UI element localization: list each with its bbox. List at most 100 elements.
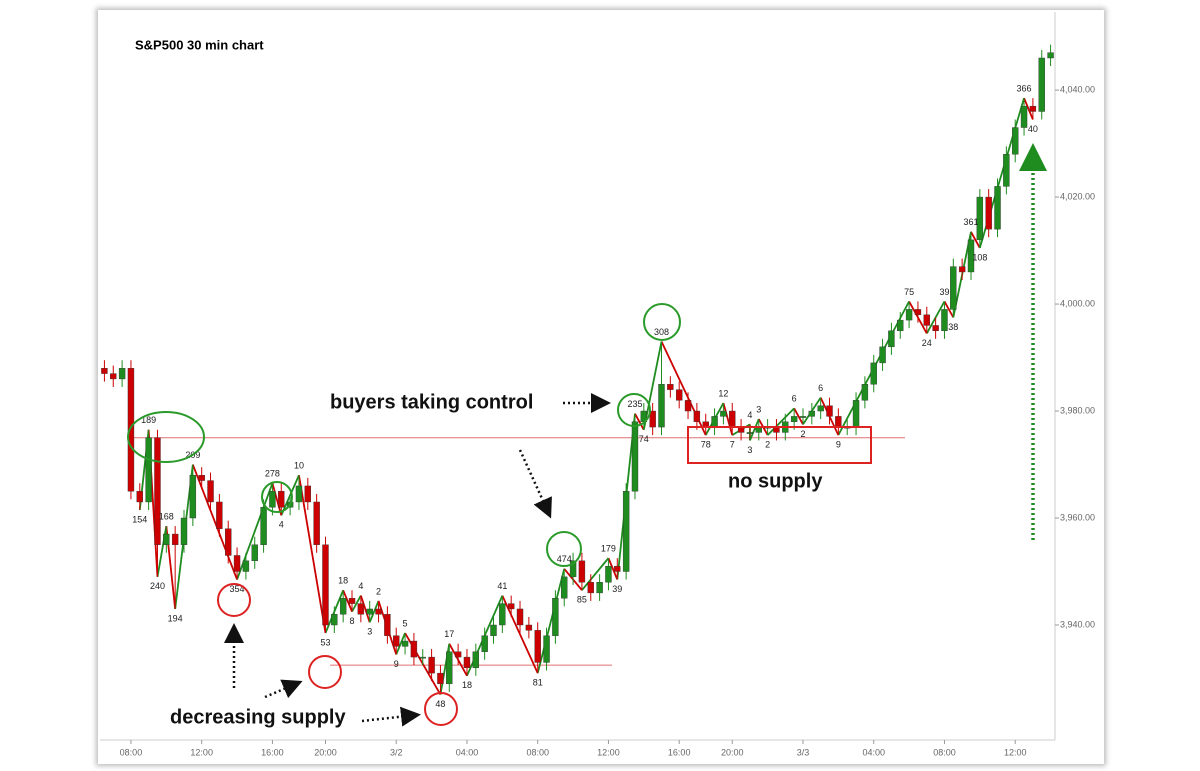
wave-volume-label: 240 <box>150 581 165 591</box>
candle-body <box>1029 105 1037 112</box>
x-tick-label: 20:00 <box>721 747 744 757</box>
candle-body <box>985 196 992 230</box>
candle-body <box>472 651 480 668</box>
wave-line <box>581 557 610 591</box>
wave-line <box>298 475 327 634</box>
candle-body <box>799 416 807 418</box>
candle-body <box>437 672 444 685</box>
wave-volume-label: 3 <box>756 404 761 414</box>
candle-body <box>313 501 320 545</box>
wave-volume-label: 361 <box>963 217 978 227</box>
candle-body <box>826 405 833 417</box>
candle-body <box>171 533 179 545</box>
candle-body <box>932 325 939 332</box>
candle-body <box>507 603 515 610</box>
wave-volume-label: 308 <box>654 327 669 337</box>
wave-line <box>351 595 362 613</box>
wave-volume-label: 81 <box>533 678 543 688</box>
chart-frame <box>98 10 1104 764</box>
candle-body <box>905 309 913 321</box>
candle-body <box>534 630 541 663</box>
wave-volume-label: 41 <box>497 581 507 591</box>
x-tick-label: 12:00 <box>190 747 213 757</box>
wave-volume-label: 74 <box>639 434 649 444</box>
candle-body <box>304 485 312 503</box>
candle-body <box>207 480 214 503</box>
candle-body <box>746 432 754 434</box>
candle-body <box>490 624 497 636</box>
wave-volume-label: 39 <box>939 287 949 297</box>
y-tick-label: 3,980.00 <box>1060 405 1095 415</box>
candle-body <box>339 598 347 615</box>
candle-body <box>154 437 161 545</box>
wave-line <box>634 413 645 431</box>
circle <box>217 583 251 617</box>
candle-body <box>622 491 630 572</box>
wave-line <box>192 464 238 580</box>
candle-body <box>136 491 143 503</box>
wave-volume-label: 4 <box>747 410 752 420</box>
candle-body <box>888 330 895 348</box>
candle-body <box>233 555 241 572</box>
candle-body <box>463 656 471 668</box>
candle-body <box>1047 52 1054 59</box>
x-tick-label: 12:00 <box>597 747 620 757</box>
candle-body <box>808 410 816 417</box>
x-tick-label: 04:00 <box>862 747 885 757</box>
candle-body <box>331 614 338 626</box>
candle-body <box>419 656 426 659</box>
candle-body <box>260 507 267 545</box>
candle-body <box>110 373 117 380</box>
candle-body <box>145 437 152 503</box>
wave-line <box>722 402 734 436</box>
candle-body <box>446 651 453 685</box>
circle <box>643 303 681 341</box>
candle-body <box>543 635 550 663</box>
y-tick-label: 4,040.00 <box>1060 84 1095 94</box>
candle-body <box>410 640 418 658</box>
candle-body <box>596 582 603 594</box>
wave-line <box>607 557 619 580</box>
wave-volume-label: 179 <box>601 544 616 554</box>
candle-body <box>994 186 1001 230</box>
arrow <box>518 449 552 519</box>
wave-volume-label: 2 <box>765 439 770 449</box>
candle-body <box>879 346 886 364</box>
wave-volume-label: 18 <box>462 680 472 690</box>
candle-body <box>348 598 356 604</box>
circle <box>546 531 582 567</box>
wave-line <box>970 231 981 249</box>
wave-volume-label: 2 <box>376 586 381 596</box>
wave-volume-label: 75 <box>904 287 914 297</box>
candle-body <box>711 416 718 428</box>
wave-line <box>368 600 380 623</box>
candle-body <box>667 384 674 390</box>
candle-body <box>675 389 683 401</box>
chart-title: S&P500 30 min chart <box>135 37 264 52</box>
candle-body <box>852 400 860 428</box>
wave-volume-label: 3 <box>367 627 372 637</box>
candle-body <box>729 410 736 428</box>
wave-line <box>766 407 795 436</box>
annotation: buyers taking control <box>330 391 533 413</box>
wave-line <box>342 589 353 612</box>
wave-volume-label: 168 <box>159 511 174 521</box>
candle-body <box>569 560 577 578</box>
candle-body <box>720 410 727 417</box>
x-tick-label: 3/2 <box>390 747 403 757</box>
x-tick-label: 3/3 <box>797 747 810 757</box>
circle <box>617 393 651 427</box>
candle-body <box>658 384 665 428</box>
annotation: no supply <box>728 470 823 492</box>
candle-body <box>401 640 409 647</box>
candle-body <box>790 416 798 422</box>
candle-body <box>870 362 877 385</box>
wave-volume-label: 278 <box>265 469 280 479</box>
candle-body <box>561 576 568 599</box>
x-tick-label: 12:00 <box>1004 747 1027 757</box>
candle-body <box>295 485 303 503</box>
wave-line <box>395 632 406 655</box>
wave-volume-label: 7 <box>730 439 735 449</box>
